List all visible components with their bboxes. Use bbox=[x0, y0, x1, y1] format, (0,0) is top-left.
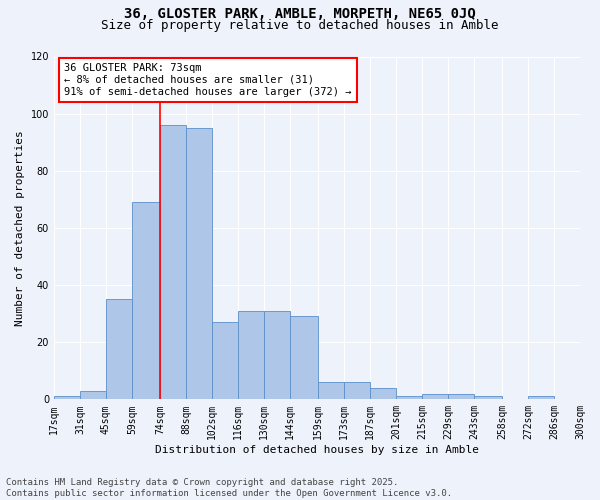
Text: Size of property relative to detached houses in Amble: Size of property relative to detached ho… bbox=[101, 19, 499, 32]
Bar bbox=[318, 382, 344, 400]
Bar bbox=[474, 396, 502, 400]
Bar bbox=[212, 322, 238, 400]
Bar bbox=[396, 396, 422, 400]
Bar bbox=[528, 396, 554, 400]
Bar bbox=[344, 382, 370, 400]
Bar bbox=[132, 202, 160, 400]
Bar bbox=[186, 128, 212, 400]
Bar bbox=[264, 311, 290, 400]
Bar bbox=[160, 125, 186, 400]
Bar bbox=[106, 300, 132, 400]
Bar bbox=[238, 311, 264, 400]
Y-axis label: Number of detached properties: Number of detached properties bbox=[15, 130, 25, 326]
X-axis label: Distribution of detached houses by size in Amble: Distribution of detached houses by size … bbox=[155, 445, 479, 455]
Text: 36 GLOSTER PARK: 73sqm
← 8% of detached houses are smaller (31)
91% of semi-deta: 36 GLOSTER PARK: 73sqm ← 8% of detached … bbox=[64, 64, 352, 96]
Text: 36, GLOSTER PARK, AMBLE, MORPETH, NE65 0JQ: 36, GLOSTER PARK, AMBLE, MORPETH, NE65 0… bbox=[124, 8, 476, 22]
Bar bbox=[54, 396, 80, 400]
Bar bbox=[370, 388, 396, 400]
Bar bbox=[80, 391, 106, 400]
Bar bbox=[290, 316, 318, 400]
Bar bbox=[422, 394, 448, 400]
Text: Contains HM Land Registry data © Crown copyright and database right 2025.
Contai: Contains HM Land Registry data © Crown c… bbox=[6, 478, 452, 498]
Bar bbox=[448, 394, 474, 400]
